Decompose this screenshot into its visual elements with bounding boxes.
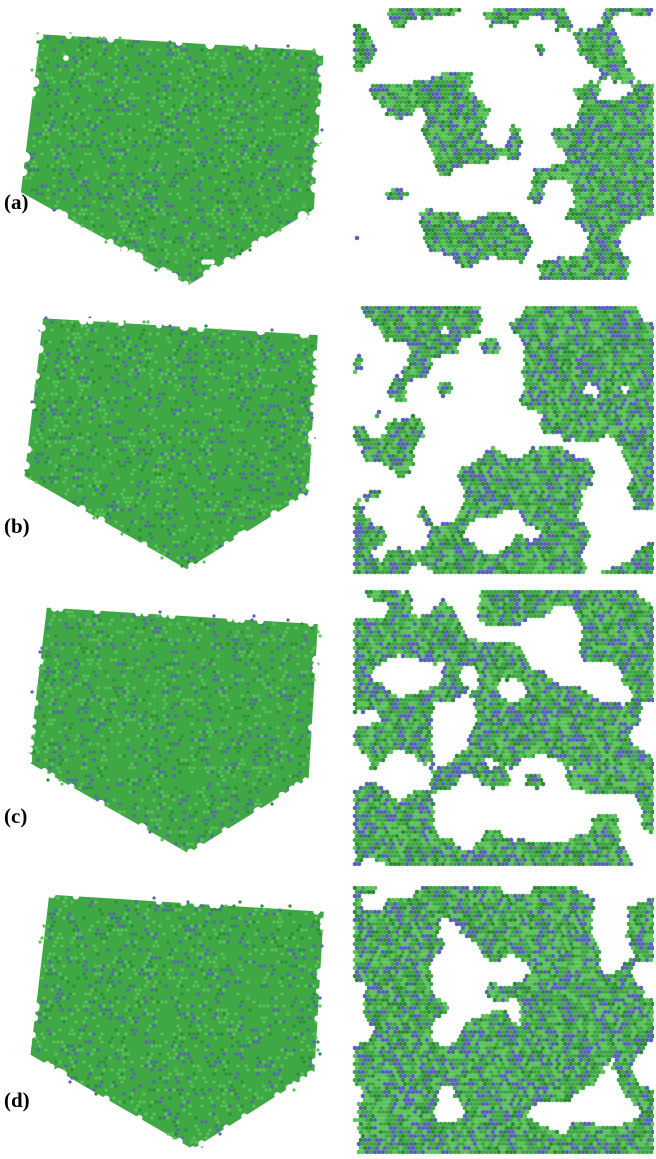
panel-label-b: (b): [4, 514, 30, 538]
cube-render-a: [19, 32, 331, 287]
panel-label-d: (d): [4, 1088, 30, 1112]
panel-label-a: (a): [4, 190, 29, 214]
cube-render-b: [21, 316, 321, 570]
panel-row-a: (a): [0, 0, 656, 290]
panel-row-c: (c): [0, 580, 656, 870]
cube-render-c: [24, 604, 322, 856]
slice-render-a: [352, 8, 654, 280]
slice-render-d: [352, 886, 654, 1154]
panel-label-c: (c): [4, 804, 28, 828]
cube-render-d: [29, 891, 327, 1153]
slice-render-b: [352, 306, 654, 575]
slice-render-c: [352, 590, 654, 866]
panel-row-b: (b): [0, 290, 656, 580]
panel-row-d: (d): [0, 866, 656, 1159]
